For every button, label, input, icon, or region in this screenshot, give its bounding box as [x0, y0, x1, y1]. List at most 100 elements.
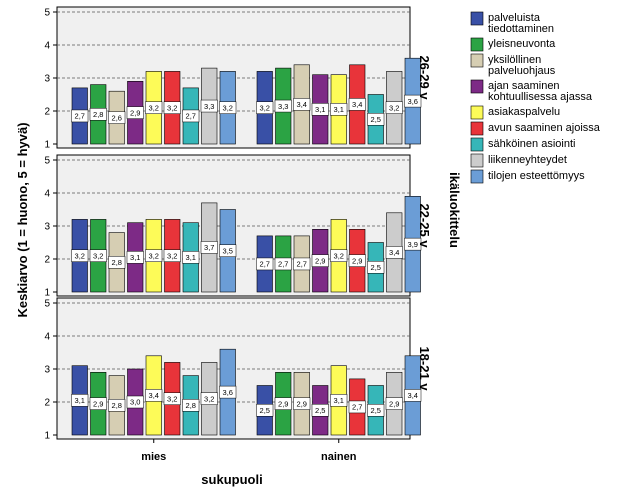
data-label-box — [145, 249, 163, 262]
panel-label: 18-21 v — [417, 346, 432, 391]
data-label: 2,5 — [371, 263, 381, 272]
y-tick-label: 5 — [44, 156, 50, 167]
data-label: 3,2 — [93, 251, 103, 260]
data-label: 3,3 — [204, 102, 214, 111]
y-tick-label: 4 — [44, 189, 50, 200]
legend-swatch — [470, 11, 484, 26]
data-label-box — [274, 99, 292, 113]
data-label-box — [348, 98, 366, 111]
y-tick-label: 1 — [44, 140, 50, 151]
data-label-box — [348, 400, 366, 414]
data-label-box — [200, 241, 218, 254]
legend-label: tiedottaminen — [488, 23, 554, 35]
data-label-box — [200, 99, 218, 113]
data-label: 2,6 — [112, 113, 122, 122]
data-label: 3,1 — [186, 253, 196, 262]
data-label: 3,4 — [297, 100, 307, 109]
legend-swatch — [470, 79, 484, 94]
data-label-box — [219, 244, 237, 257]
data-label: 2,9 — [278, 399, 288, 408]
legend-label: yksilöllinen — [488, 54, 541, 66]
data-label: 2,5 — [371, 406, 381, 415]
legend-label: palveluohjaus — [488, 65, 556, 77]
data-label-box — [126, 395, 144, 409]
data-label-box — [404, 237, 422, 251]
legend-label: avun saaminen ajoissa — [488, 122, 601, 134]
data-label-box — [274, 397, 292, 410]
data-label: 2,8 — [93, 110, 103, 119]
data-label: 3,4 — [352, 100, 362, 109]
y-tick-label: 1 — [44, 431, 50, 442]
data-label: 2,9 — [315, 256, 325, 265]
data-label-box — [385, 397, 403, 410]
x-category-label: nainen — [321, 451, 357, 463]
data-label-box — [89, 397, 107, 410]
panel-2: 1 2 3 4 5 3,1 2,9 2,8 3,0 3,4 3,2 2,8 3,2 3,6 2,5 2,9 2,… — [44, 297, 432, 442]
data-label-box — [145, 101, 163, 114]
data-label-box — [219, 101, 237, 114]
data-label: 2,9 — [352, 256, 362, 265]
data-label-box — [311, 254, 329, 267]
data-label-box — [200, 392, 218, 405]
legend-label: palveluista — [488, 12, 541, 24]
data-label: 3,2 — [223, 103, 233, 112]
data-label: 3,4 — [149, 391, 159, 400]
y-tick-label: 5 — [44, 8, 50, 19]
data-label-box — [182, 109, 200, 123]
data-label: 2,9 — [130, 108, 140, 117]
data-label: 2,7 — [352, 403, 362, 412]
data-label: 3,2 — [75, 251, 85, 260]
data-label: 3,1 — [334, 396, 344, 405]
panel-label: 22-25 v — [417, 203, 432, 248]
panel-0: 1 2 3 4 5 2,7 2,8 2,6 2,9 3,2 3,2 2,7 3,3 3,2 3,2 3,3 3,… — [44, 6, 432, 151]
data-label-box — [256, 257, 274, 271]
y-tick-label: 4 — [44, 332, 50, 343]
legend-label: sähköinen asiointi — [488, 138, 575, 150]
data-label: 3,2 — [167, 394, 177, 403]
data-label: 3,1 — [75, 396, 85, 405]
data-label-box — [163, 392, 181, 405]
data-label-box — [348, 254, 366, 267]
legend-label: ajan saaminen — [488, 80, 560, 92]
data-label-box — [311, 103, 329, 116]
data-label-box — [385, 101, 403, 114]
legend-swatch — [470, 153, 484, 168]
data-label-box — [311, 404, 329, 417]
data-label: 3,1 — [130, 253, 140, 262]
data-label: 3,1 — [315, 105, 325, 114]
data-label: 3,5 — [223, 246, 233, 255]
data-label: 2,9 — [93, 399, 103, 408]
data-label: 3,2 — [334, 251, 344, 260]
data-label: 2,7 — [297, 260, 307, 269]
data-label: 3,4 — [389, 248, 399, 257]
legend-swatch — [470, 121, 484, 136]
panel-label: 26-29 v — [417, 55, 432, 100]
data-label: 3,7 — [204, 243, 214, 252]
y-tick-label: 2 — [44, 107, 50, 118]
legend-label: asiakaspalvelu — [488, 106, 560, 118]
chart-panels: 1 2 3 4 5 2,7 2,8 2,6 2,9 3,2 3,2 2,7 3,3 3,2 3,2 3,3 3,… — [44, 6, 432, 442]
y-tick-label: 1 — [44, 288, 50, 299]
data-label-box — [108, 256, 126, 269]
data-label-box — [256, 404, 274, 417]
data-label-box — [330, 249, 348, 262]
data-label: 2,5 — [315, 406, 325, 415]
panel-1: 1 2 3 4 5 3,2 3,2 2,8 3,1 3,2 3,2 3,1 3,7 3,5 2,7 2,7 2,… — [44, 154, 432, 299]
data-label-box — [293, 397, 311, 410]
x-axis-title: sukupuoli — [201, 472, 262, 487]
legend-swatch — [470, 53, 484, 68]
data-label: 2,8 — [186, 401, 196, 410]
data-label: 2,8 — [112, 401, 122, 410]
legend-label: tilojen esteettömyys — [488, 170, 585, 182]
data-label-box — [108, 399, 126, 412]
data-label-box — [367, 404, 385, 417]
data-label: 3,2 — [149, 103, 159, 112]
data-label-box — [89, 249, 107, 262]
data-label-box — [385, 246, 403, 259]
data-label-box — [293, 257, 311, 271]
data-label-box — [404, 94, 422, 108]
data-label: 2,9 — [297, 399, 307, 408]
y-tick-label: 3 — [44, 222, 50, 233]
data-label-box — [71, 394, 89, 407]
data-label-box — [71, 109, 89, 123]
